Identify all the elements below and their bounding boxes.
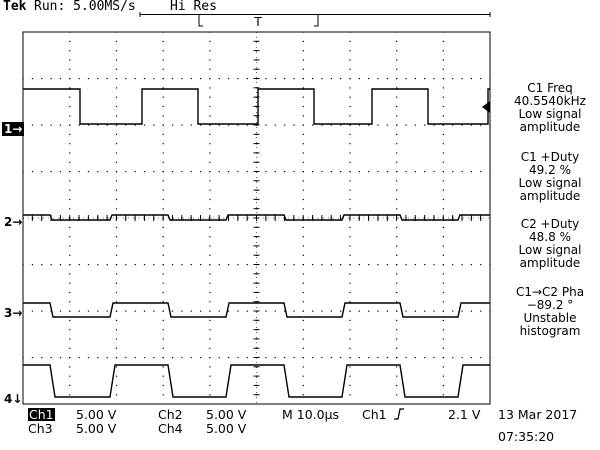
measurement-2: C1 +Duty 49.2 % Low signal amplitude	[495, 151, 600, 203]
measurement-4: C1→C2 Pha −89.2 ° Unstable histogram	[495, 286, 600, 338]
acquisition-mode: Hi Res	[170, 0, 217, 14]
measurement-title: C2 +Duty	[520, 217, 580, 231]
measurement-value: −89.2 °	[526, 298, 574, 312]
measurement-note: Unstable histogram	[519, 311, 581, 338]
ch3-scale: 5.00 V	[76, 421, 117, 436]
ch2-trace	[23, 214, 490, 221]
date-label: 13 Mar 2017	[498, 407, 578, 422]
ch3-marker[interactable]: 3→	[4, 306, 23, 320]
ch1-scale: 5.00 V	[76, 407, 117, 422]
measurement-value: 49.2 %	[529, 163, 571, 177]
ch1-marker[interactable]: 1→	[2, 122, 25, 136]
ch2-scale: 5.00 V	[206, 407, 247, 422]
measurement-3: C2 +Duty 48.8 % Low signal amplitude	[495, 218, 600, 270]
trigger-source[interactable]: Ch1	[362, 407, 387, 422]
graticule	[22, 31, 491, 405]
trigger-level[interactable]: 2.1 V	[448, 407, 481, 422]
waveform-traces	[23, 88, 490, 398]
timebase[interactable]: M 10.0µs	[282, 407, 340, 422]
ch4-scale: 5.00 V	[206, 421, 247, 436]
measurement-note: Low signal amplitude	[518, 176, 582, 203]
ch4-marker[interactable]: 4↓	[4, 392, 23, 406]
brand-label: Tek	[3, 0, 27, 14]
ch4-trace	[23, 364, 490, 398]
time-label: 07:35:20	[498, 429, 555, 444]
measurement-1: C1 Freq 40.5540kHz Low signal amplitude	[495, 82, 600, 134]
run-status: Run: 5.00MS/s	[34, 0, 136, 14]
measurement-note: Low signal amplitude	[518, 107, 582, 134]
trigger-level-arrow-icon	[482, 101, 490, 113]
ch3-label[interactable]: Ch3	[28, 421, 53, 436]
ch4-label[interactable]: Ch4	[158, 421, 183, 436]
measurement-title: C1→C2 Pha	[515, 285, 585, 299]
ch2-marker[interactable]: 2→	[4, 215, 23, 229]
measurement-value: 40.5540kHz	[514, 94, 586, 108]
ch3-trace	[23, 302, 490, 318]
trigger-position-bracket	[139, 12, 491, 27]
rising-edge-icon	[394, 408, 404, 420]
measurement-title: C1 +Duty	[520, 150, 580, 164]
ch1-trace	[23, 88, 490, 125]
measurement-title: C1 Freq	[527, 81, 573, 95]
trigger-position-marker: T	[253, 15, 262, 29]
ch2-label[interactable]: Ch2	[158, 407, 183, 422]
measurement-value: 48.8 %	[529, 230, 571, 244]
ch1-label[interactable]: Ch1	[28, 407, 55, 422]
measurement-note: Low signal amplitude	[518, 243, 582, 270]
